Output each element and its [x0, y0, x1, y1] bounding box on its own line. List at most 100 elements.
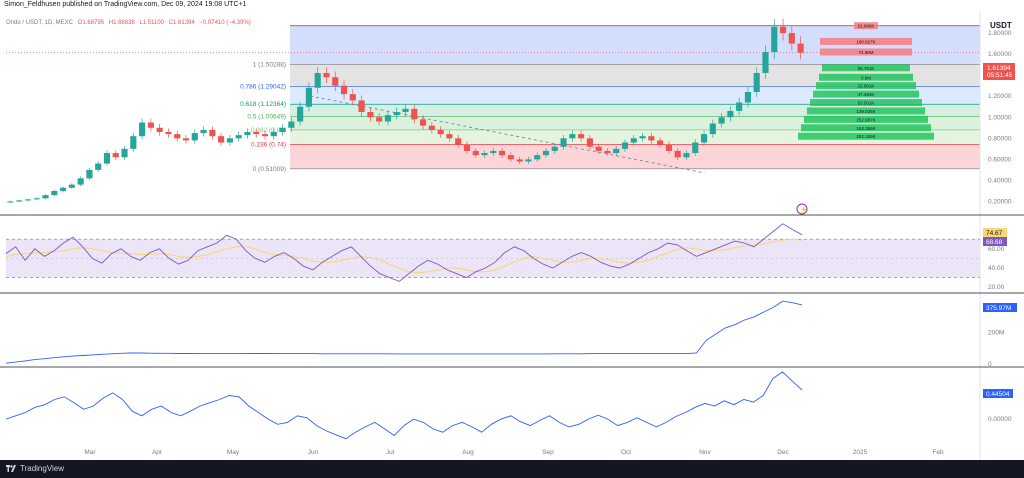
- candle-body: [340, 85, 348, 95]
- time-tick-label: Apr: [152, 449, 163, 456]
- rsi-pane[interactable]: 60.00 40.00 20.00: [5, 223, 1005, 291]
- candle-body: [683, 153, 690, 158]
- tradingview-logo-icon: [6, 465, 16, 472]
- candle-body: [578, 134, 585, 139]
- fib-level-label: 0.618 (1.12364): [240, 101, 286, 108]
- volume-tick-label: 0: [988, 361, 992, 368]
- candle-body: [235, 135, 242, 139]
- candle-body: [86, 169, 93, 179]
- time-axis[interactable]: Mar Apr May Jun Jul Aug Sep Oct Nov Dec 2025 Feb: [84, 449, 944, 456]
- oscillator-value-tag: 0.44504: [983, 389, 1013, 398]
- chart-canvas[interactable]: 1 (1.50288) 0.786 (1.29042) 0.618 (1.12364…: [0, 12, 1024, 460]
- candle-body: [542, 150, 550, 156]
- volume-profile-label: 55.761K: [858, 66, 875, 71]
- time-tick-label: Feb: [932, 449, 944, 456]
- time-tick-label: Oct: [621, 449, 631, 456]
- candle-body: [191, 133, 198, 141]
- oscillator-pane[interactable]: 0.00000: [5, 371, 1012, 440]
- volume-profile-label: 0.9M: [861, 75, 871, 80]
- candle-body: [174, 134, 181, 139]
- candle-body: [657, 140, 664, 145]
- candle-body: [358, 100, 365, 112]
- candle-body: [692, 142, 699, 154]
- candle-body: [753, 73, 760, 92]
- candle-body: [595, 146, 602, 151]
- lightning-icon[interactable]: ⚡: [796, 203, 808, 215]
- candle-body: [376, 117, 383, 122]
- volume-value-tag: 375.97M: [983, 303, 1017, 312]
- candle-body: [779, 26, 787, 34]
- volume-profile-label: 252.687K: [856, 117, 875, 122]
- candle-body: [33, 198, 40, 200]
- candle-body: [200, 129, 207, 134]
- candle-body: [209, 129, 216, 137]
- time-tick-label: 2025: [853, 449, 868, 456]
- fib-band-top: [290, 25, 980, 65]
- candle-body: [261, 134, 269, 137]
- candle-body: [103, 153, 111, 164]
- candle-body: [393, 112, 400, 116]
- candle-body: [525, 159, 532, 162]
- volume-profile-label: 163.369K: [856, 126, 875, 131]
- candle-body: [402, 108, 409, 112]
- candle-body: [736, 102, 743, 111]
- candle-body: [560, 138, 567, 147]
- candle-body: [648, 136, 655, 141]
- candle-body: [121, 148, 128, 158]
- candle-body: [297, 106, 304, 122]
- symbol-legend: Ondo / USDT, 1D, MEXC O1.68795 H1.68838 …: [6, 20, 251, 26]
- volume-profile-label: 47.494K: [858, 92, 875, 97]
- candle-body: [59, 187, 67, 191]
- rsi-value-tag: 74.67: [986, 230, 1003, 237]
- oscillator-value-text: 0.44504: [986, 391, 1010, 398]
- volume-value-text: 375.97M: [986, 305, 1011, 312]
- candle-body: [279, 127, 286, 132]
- volume-profile-bar: [816, 82, 916, 90]
- candle-body: [305, 87, 312, 107]
- volume-pane[interactable]: 200M 0: [5, 300, 1004, 368]
- candle-body: [630, 138, 637, 143]
- volume-profile-bar: [820, 37, 912, 45]
- rsi-tick-label: 60.00: [988, 246, 1005, 253]
- candle-body: [51, 190, 58, 196]
- fib-level-label: 0.236 (0.74): [251, 142, 286, 149]
- candle-body: [253, 132, 260, 135]
- volume-tick-label: 200M: [988, 330, 1004, 337]
- candle-body: [384, 115, 392, 122]
- volume-profile-bar: [801, 124, 931, 132]
- time-tick-label: Jun: [308, 449, 319, 456]
- candle-body: [323, 73, 330, 78]
- candle-body: [332, 77, 339, 86]
- candle-body: [507, 155, 514, 160]
- volume-profile-label: 180.827K: [856, 39, 875, 44]
- price-tag-value: 1.61394: [987, 65, 1011, 72]
- candle-body: [24, 199, 32, 201]
- volume-profile-bar: [854, 22, 878, 30]
- candle-body: [700, 134, 708, 143]
- candle-body: [130, 136, 137, 149]
- fib-level-label: 0 (0.51009): [253, 166, 286, 173]
- candle-body: [314, 73, 321, 88]
- candle-body: [437, 129, 444, 135]
- volume-profile-bar: [822, 64, 910, 72]
- candle-body: [182, 138, 190, 141]
- volume-profile-bar: [810, 99, 922, 107]
- publish-caption: Simon_Feldhusen published on TradingView…: [4, 1, 247, 8]
- time-tick-label: Jul: [386, 449, 395, 456]
- rsi-line: [5, 223, 803, 282]
- time-tick-label: Mar: [84, 449, 96, 456]
- candle-body: [77, 178, 84, 185]
- price-tick-label: 1.00000: [988, 114, 1012, 121]
- price-tick-label: 0.20000: [988, 198, 1012, 205]
- oscillator-line: [5, 371, 803, 440]
- price-tick-label: 0.80000: [988, 135, 1012, 142]
- volume-profile-bar: [813, 90, 919, 98]
- volume-profile-bar: [804, 115, 928, 123]
- price-tick-label: 1.80000: [988, 30, 1012, 37]
- trendline[interactable]: [309, 95, 706, 174]
- volume-profile-label: 22.901K: [858, 84, 875, 89]
- candle-body: [244, 132, 251, 136]
- volume-profile-label: 129.035K: [856, 109, 875, 114]
- price-tick-label: 0.60000: [988, 156, 1012, 163]
- candle-body: [349, 94, 356, 101]
